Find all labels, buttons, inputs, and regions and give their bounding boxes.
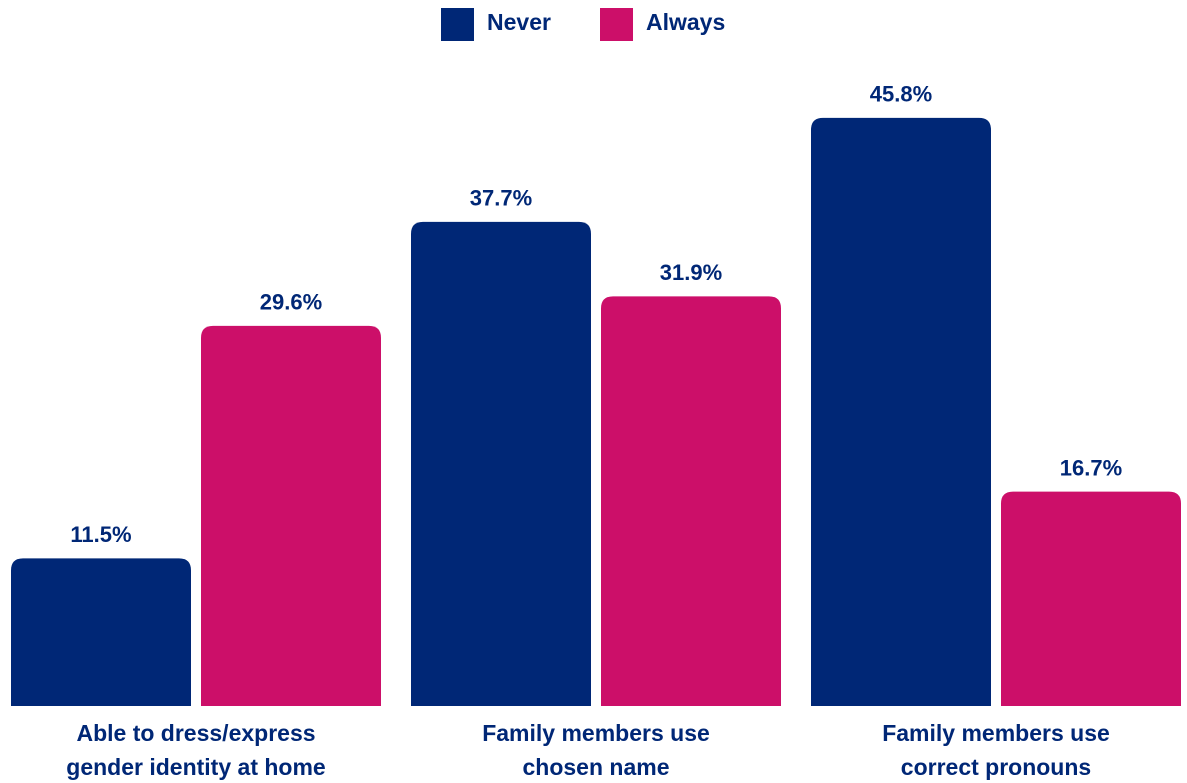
x-tick-label: Family members use chosen name [482,720,710,780]
data-label: 29.6% [260,290,322,315]
bar [1001,491,1181,706]
legend-label: Always [646,9,725,35]
legend-swatch [600,8,633,41]
bar [601,296,781,706]
bar [411,221,591,706]
legend-swatch [441,8,474,41]
data-label: 16.7% [1060,455,1122,480]
data-label: 11.5% [70,522,131,547]
x-tick-label: Family members use correct pronouns [882,720,1110,780]
data-label: 45.8% [870,82,932,107]
bar [11,558,191,706]
x-tick-label: Able to dress/express gender identity at… [66,720,326,780]
data-label: 37.7% [470,186,532,211]
bar [201,325,381,706]
bar [811,117,991,707]
legend-label: Never [487,9,551,35]
data-label: 31.9% [660,260,722,285]
